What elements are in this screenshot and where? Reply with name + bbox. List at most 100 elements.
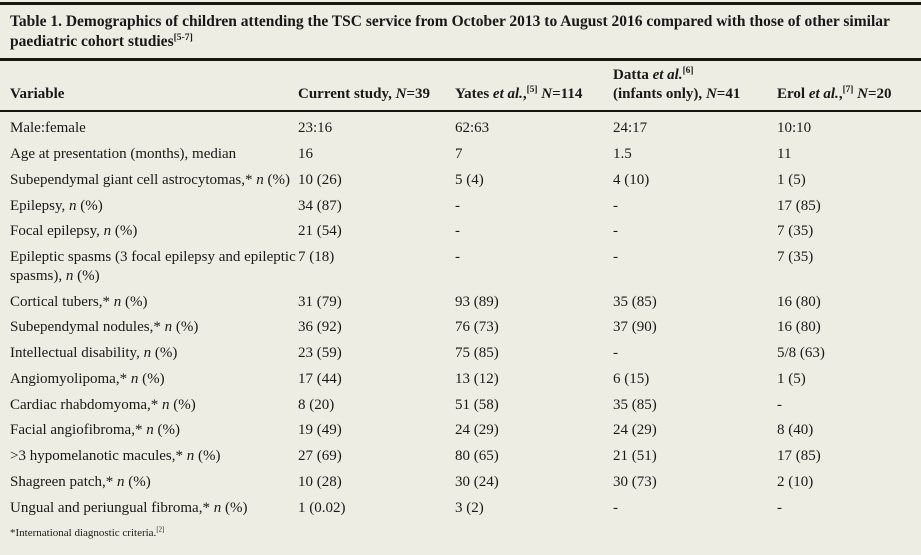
- table-row: Facial angiofibroma,* n (%) 19 (49) 24 (29…: [0, 418, 921, 444]
- value-cell: 36 (92): [298, 319, 342, 336]
- value-cell: 5 (4): [455, 171, 484, 188]
- value-cell: 5/8 (63): [777, 345, 825, 362]
- value-cell: 10 (28): [298, 473, 342, 490]
- value-cell: 17 (85): [777, 197, 821, 214]
- value-cell: 37 (90): [613, 319, 657, 336]
- column-header-datta: Datta et al.[6] (infants only), N=41: [613, 60, 777, 113]
- variable-cell: Focal epilepsy, n (%): [10, 223, 138, 240]
- column-header-current-study: Current study, N=39: [298, 60, 455, 113]
- value-cell: 21 (51): [613, 448, 657, 465]
- value-cell: 21 (54): [298, 223, 342, 240]
- value-cell: 7 (35): [777, 223, 814, 240]
- value-cell: -: [455, 223, 460, 240]
- value-cell: 24 (29): [455, 422, 499, 439]
- value-cell: -: [613, 197, 618, 214]
- value-cell: 6 (15): [613, 370, 650, 387]
- value-cell: 1 (5): [777, 370, 806, 387]
- value-cell: -: [455, 249, 460, 266]
- value-cell: 8 (20): [298, 396, 335, 413]
- value-cell: -: [613, 499, 618, 516]
- table-body: Male:female 23:16 62:63 24:17 10:10 Age at pr…: [0, 111, 921, 521]
- table-row: Angiomyolipoma,* n (%) 17 (44) 13 (12) 6 (1…: [0, 366, 921, 392]
- value-cell: 3 (2): [455, 499, 484, 516]
- value-cell: 24:17: [613, 120, 648, 137]
- variable-cell: Angiomyolipoma,* n (%): [10, 370, 165, 387]
- table-row: Shagreen patch,* n (%) 10 (28) 30 (24) 30 (…: [0, 469, 921, 495]
- variable-cell: Shagreen patch,* n (%): [10, 473, 151, 490]
- column-header-variable: Variable: [0, 60, 298, 113]
- value-cell: 8 (40): [777, 422, 814, 439]
- table-row: Intellectual disability, n (%) 23 (59) 75 …: [0, 341, 921, 367]
- value-cell: 2 (10): [777, 473, 814, 490]
- value-cell: 30 (73): [613, 473, 657, 490]
- value-cell: -: [613, 345, 618, 362]
- value-cell: 35 (85): [613, 293, 657, 310]
- value-cell: 7: [455, 146, 463, 163]
- value-cell: 24 (29): [613, 422, 657, 439]
- value-cell: -: [777, 499, 782, 516]
- demographics-table: Variable Current study, N=39 Yates et al.,…: [0, 60, 921, 521]
- value-cell: 51 (58): [455, 396, 499, 413]
- table-row: Epilepsy, n (%) 34 (87) - - 17 (85): [0, 193, 921, 219]
- value-cell: 10 (26): [298, 171, 342, 188]
- top-divider: [0, 2, 921, 5]
- value-cell: 16 (80): [777, 319, 821, 336]
- value-cell: 34 (87): [298, 197, 342, 214]
- value-cell: 7 (35): [777, 249, 814, 266]
- value-cell: 75 (85): [455, 345, 499, 362]
- value-cell: 1 (5): [777, 171, 806, 188]
- value-cell: 1 (0.02): [298, 499, 346, 516]
- value-cell: 1.5: [613, 146, 632, 163]
- value-cell: 17 (85): [777, 448, 821, 465]
- variable-cell: Cortical tubers,* n (%): [10, 293, 148, 310]
- value-cell: 31 (79): [298, 293, 342, 310]
- value-cell: 11: [777, 146, 792, 163]
- table-row: Male:female 23:16 62:63 24:17 10:10: [0, 111, 921, 141]
- value-cell: 19 (49): [298, 422, 342, 439]
- value-cell: 16 (80): [777, 293, 821, 310]
- value-cell: 27 (69): [298, 448, 342, 465]
- column-header-yates: Yates et al.,[5] N=114: [455, 60, 613, 113]
- table-row: Age at presentation (months), median 16 7 1…: [0, 142, 921, 168]
- table-row: Subependymal giant cell astrocytomas,* n…: [0, 167, 921, 193]
- variable-cell: Epilepsy, n (%): [10, 197, 103, 214]
- variable-cell: Subependymal nodules,* n (%): [10, 319, 199, 336]
- variable-cell: Male:female: [10, 120, 86, 137]
- value-cell: 7 (18): [298, 249, 335, 266]
- value-cell: 10:10: [777, 120, 812, 137]
- table-row: Subependymal nodules,* n (%) 36 (92) 76 (7…: [0, 315, 921, 341]
- value-cell: 13 (12): [455, 370, 499, 387]
- value-cell: 93 (89): [455, 293, 499, 310]
- header-row: Variable Current study, N=39 Yates et al.,…: [0, 60, 921, 113]
- table-row: Cardiac rhabdomyoma,* n (%) 8 (20) 51 (58)…: [0, 392, 921, 418]
- table-row: Epileptic spasms (3 focal epilepsy and e…: [0, 245, 921, 290]
- value-cell: 62:63: [455, 120, 490, 137]
- table-row: Ungual and periungual fibroma,* n (%) 1 (…: [0, 495, 921, 521]
- variable-cell: Age at presentation (months), median: [10, 146, 237, 163]
- variable-cell: Epileptic spasms (3 focal epilepsy and e…: [10, 249, 296, 284]
- value-cell: -: [455, 197, 460, 214]
- variable-cell: >3 hypomelanotic macules,* n (%): [10, 448, 221, 465]
- value-cell: 35 (85): [613, 396, 657, 413]
- table-row: Cortical tubers,* n (%) 31 (79) 93 (89) 35 …: [0, 289, 921, 315]
- table-row: >3 hypomelanotic macules,* n (%) 27 (69) 8…: [0, 444, 921, 470]
- table-footnote: *International diagnostic criteria.[2]: [10, 526, 165, 539]
- variable-cell: Intellectual disability, n (%): [10, 345, 178, 362]
- value-cell: -: [613, 249, 618, 266]
- title-divider: [0, 57, 921, 61]
- value-cell: 23 (59): [298, 345, 342, 362]
- value-cell: -: [777, 396, 782, 413]
- value-cell: 16: [298, 146, 313, 163]
- column-header-erol: Erol et al.,[7] N=20: [777, 60, 921, 113]
- variable-cell: Subependymal giant cell astrocytomas,* n…: [10, 171, 290, 188]
- variable-cell: Ungual and periungual fibroma,* n (%): [10, 499, 248, 516]
- value-cell: 30 (24): [455, 473, 499, 490]
- value-cell: 23:16: [298, 120, 333, 137]
- value-cell: 76 (73): [455, 319, 499, 336]
- value-cell: 17 (44): [298, 370, 342, 387]
- value-cell: 80 (65): [455, 448, 499, 465]
- variable-cell: Facial angiofibroma,* n (%): [10, 422, 180, 439]
- table-row: Focal epilepsy, n (%) 21 (54) - - 7 (35): [0, 219, 921, 245]
- value-cell: 4 (10): [613, 171, 650, 188]
